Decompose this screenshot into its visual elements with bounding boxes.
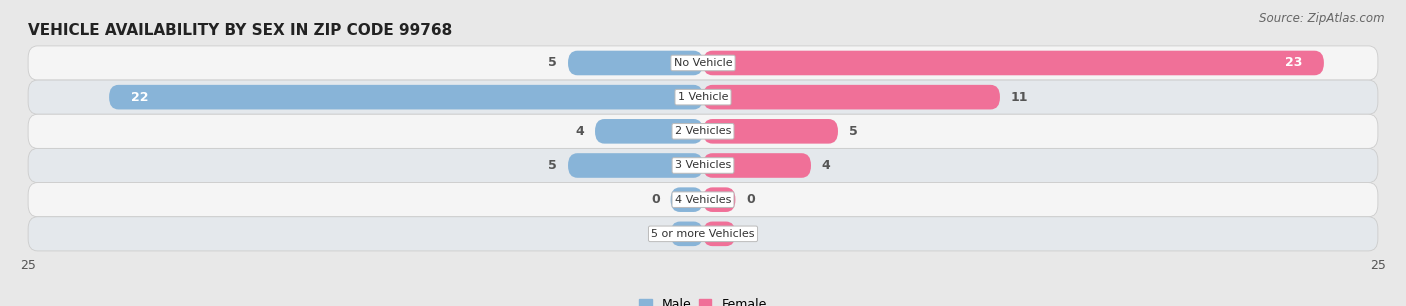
FancyBboxPatch shape — [703, 51, 1324, 75]
Text: 3 Vehicles: 3 Vehicles — [675, 160, 731, 170]
Text: 5: 5 — [548, 159, 557, 172]
Text: 5: 5 — [849, 125, 858, 138]
Text: VEHICLE AVAILABILITY BY SEX IN ZIP CODE 99768: VEHICLE AVAILABILITY BY SEX IN ZIP CODE … — [28, 23, 453, 38]
Legend: Male, Female: Male, Female — [634, 293, 772, 306]
Text: 4 Vehicles: 4 Vehicles — [675, 195, 731, 205]
FancyBboxPatch shape — [28, 183, 1378, 217]
Text: 22: 22 — [131, 91, 148, 104]
Text: Source: ZipAtlas.com: Source: ZipAtlas.com — [1260, 12, 1385, 25]
Text: 0: 0 — [651, 227, 659, 240]
Text: 4: 4 — [821, 159, 831, 172]
FancyBboxPatch shape — [703, 119, 838, 144]
Text: 0: 0 — [747, 193, 755, 206]
FancyBboxPatch shape — [28, 217, 1378, 251]
Text: 23: 23 — [1285, 57, 1302, 69]
FancyBboxPatch shape — [595, 119, 703, 144]
FancyBboxPatch shape — [703, 187, 735, 212]
Text: 11: 11 — [1011, 91, 1028, 104]
FancyBboxPatch shape — [568, 153, 703, 178]
FancyBboxPatch shape — [703, 153, 811, 178]
Text: 5 or more Vehicles: 5 or more Vehicles — [651, 229, 755, 239]
FancyBboxPatch shape — [28, 148, 1378, 183]
FancyBboxPatch shape — [671, 187, 703, 212]
Text: 2 Vehicles: 2 Vehicles — [675, 126, 731, 136]
Text: 5: 5 — [548, 57, 557, 69]
Text: 1 Vehicle: 1 Vehicle — [678, 92, 728, 102]
FancyBboxPatch shape — [28, 80, 1378, 114]
FancyBboxPatch shape — [671, 222, 703, 246]
Text: 0: 0 — [747, 227, 755, 240]
FancyBboxPatch shape — [568, 51, 703, 75]
FancyBboxPatch shape — [110, 85, 703, 110]
FancyBboxPatch shape — [28, 46, 1378, 80]
Text: No Vehicle: No Vehicle — [673, 58, 733, 68]
Text: 0: 0 — [651, 193, 659, 206]
FancyBboxPatch shape — [28, 114, 1378, 148]
FancyBboxPatch shape — [703, 222, 735, 246]
Text: 4: 4 — [575, 125, 585, 138]
FancyBboxPatch shape — [703, 85, 1000, 110]
